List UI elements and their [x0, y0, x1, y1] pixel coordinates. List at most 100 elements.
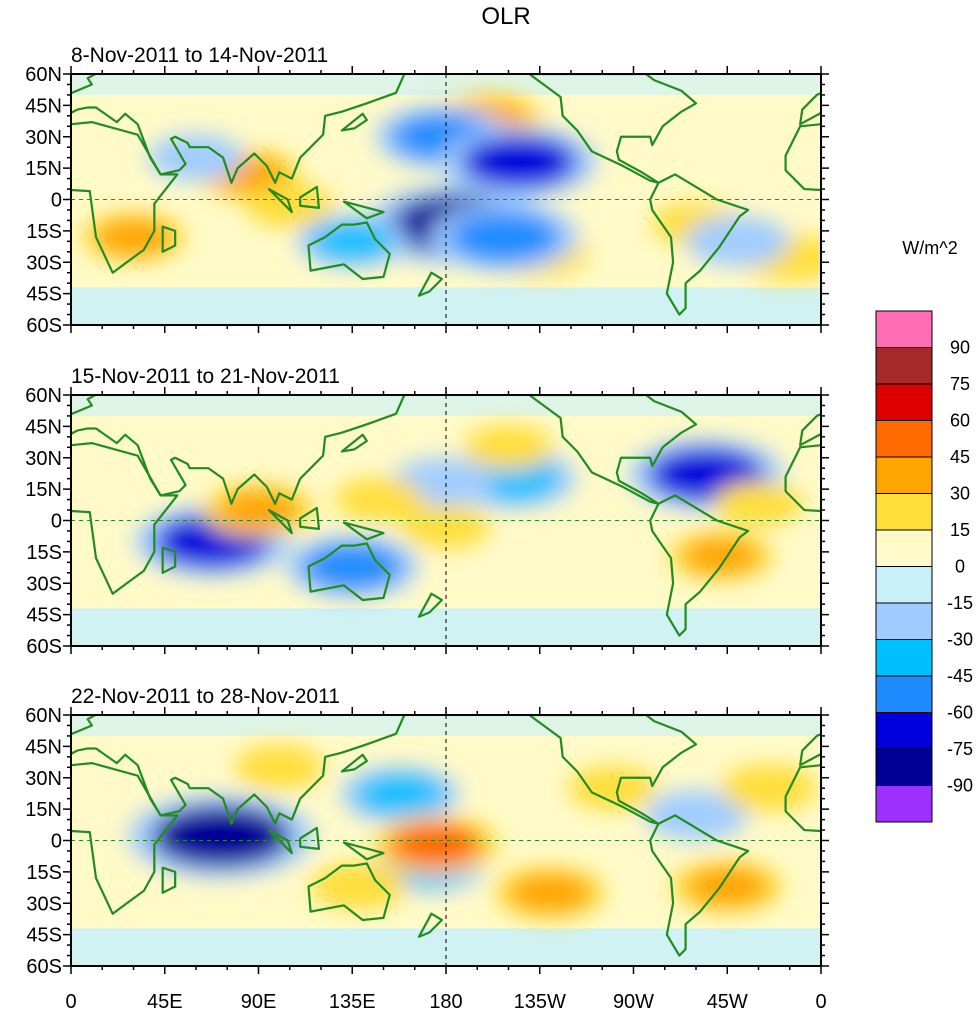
x-tick-label-5: 180: [429, 991, 462, 1013]
panel-1-landmass-11: [417, 271, 443, 297]
panel-2-landmass-1: [784, 444, 821, 513]
colorbar-label-6: 15: [950, 520, 970, 540]
panel-3-landmass-9: [913, 868, 926, 893]
panel-1-y-tick-label-9: 60S: [26, 315, 62, 337]
panel-1-y-tick-label-2: 45N: [25, 95, 62, 117]
panel-1-anomaly-13: [699, 222, 777, 260]
panel-2-y-tick-label-9: 60S: [26, 636, 62, 658]
colorbar-swatch-2: [875, 347, 933, 385]
panel-1-landmass-2: [799, 91, 821, 126]
panel-3-anomaly-9: [733, 770, 805, 806]
panel-2-landmass-10: [340, 433, 368, 453]
colorbar-label-1: 90: [950, 338, 970, 358]
panel-2-landmass-5: [299, 506, 321, 530]
colorbar-label-11: -60: [947, 703, 973, 723]
panel-3-anomaly-10: [579, 771, 646, 805]
panel-2-anomaly-11: [725, 487, 792, 521]
panel-2-landmass-7: [528, 395, 698, 505]
panel-2: 15-Nov-2011 to 21-Nov-2011 60N 45N 30N 15N 0…: [25, 365, 829, 658]
panel-1-landmass-6: [342, 200, 385, 220]
panel-1-anomaly-1: [95, 218, 172, 256]
panel-1-landmass-8: [649, 173, 750, 316]
panel-2-y-tick-label-2: 45N: [25, 416, 62, 438]
colorbar-label-7: 0: [955, 557, 965, 577]
panel-3-anomaly-4: [657, 796, 735, 835]
panel-3-y-tick-label-3: 30N: [25, 768, 62, 790]
x-tick-label-1: 0: [65, 991, 76, 1013]
colorbar-units: W/m^2: [902, 238, 957, 258]
panel-3-y-tick-label-5: 0: [51, 831, 62, 853]
panel-2-landmass-11: [417, 592, 443, 618]
colorbar-swatch-1: [875, 310, 933, 348]
panel-3-anomaly-3: [356, 773, 445, 816]
panel-2-y-tick-label-4: 15N: [25, 479, 62, 501]
colorbar-swatch-13: [875, 748, 933, 786]
x-tick-label-3: 90E: [241, 991, 277, 1013]
panel-3-anomaly-1: [152, 805, 290, 868]
panel-1-anomaly-11: [461, 135, 577, 189]
panel-3-landmass-10: [340, 753, 368, 773]
panel-2-y-tick-label-7: 30S: [26, 573, 62, 595]
panel-2-axes: 60N 45N 30N 15N 0 15S 30S 45S 60S: [25, 385, 829, 658]
colorbar-swatch-4: [875, 420, 933, 458]
panel-1-anomaly-12: [311, 221, 394, 262]
panel-3-y-tick-label-8: 45S: [26, 925, 62, 947]
panel-2-y-tick-label-3: 30N: [25, 448, 62, 470]
panel-3-landmass-9: [161, 866, 177, 894]
panel-2-y-tick-label-1: 60N: [25, 385, 62, 407]
panel-1-landmass-1: [784, 123, 821, 192]
colorbar-label-9: -30: [947, 630, 973, 650]
panel-2-landmass-3: [307, 542, 391, 602]
x-tick-label-7: 90W: [613, 991, 654, 1013]
x-tick-label-9: 0: [815, 991, 826, 1013]
panel-1-landmass-1: [71, 121, 179, 274]
colorbar-swatch-11: [875, 675, 933, 713]
panel-3-landmass-5: [299, 826, 321, 850]
colorbar-swatch-5: [875, 456, 933, 494]
panel-1-landmass-9: [161, 225, 177, 253]
x-tick-label-4: 135E: [329, 991, 376, 1013]
panel-3-y-tick-label-7: 30S: [26, 893, 62, 915]
panel-3: 22-Nov-2011 to 28-Nov-2011 60N 45N 30N 15N 0…: [25, 685, 926, 978]
panel-1-y-tick-label-8: 45S: [26, 284, 62, 306]
colorbar-label-12: -75: [947, 739, 973, 759]
panel-2-landmass-4: [267, 508, 293, 535]
x-tick-label-2: 45E: [147, 991, 183, 1013]
panel-3-landmass-8: [649, 814, 750, 957]
panel-1-landmass-2: [71, 74, 416, 184]
panel-2-landmass-2: [71, 395, 416, 505]
panel-1-coastlines: [71, 74, 821, 316]
colorbar-label-2: 75: [950, 374, 970, 394]
panel-1-y-tick-label-5: 0: [51, 190, 62, 212]
panel-1-date-range: 8-Nov-2011 to 14-Nov-2011: [71, 44, 328, 67]
panel-3-landmass-4: [267, 828, 293, 855]
panel-1-landmass-7: [528, 74, 698, 184]
panel-2-coastlines: [71, 395, 821, 637]
colorbar-swatch-9: [875, 602, 933, 640]
colorbar-label-5: 30: [950, 484, 970, 504]
panel-3-landmass-2: [71, 715, 416, 825]
panel-1-landmass-10: [340, 112, 368, 132]
panel-3-y-tick-label-9: 60S: [26, 956, 62, 978]
panel-2-landmass-6: [342, 521, 385, 541]
panel-1-y-tick-label-6: 15S: [26, 221, 62, 243]
x-axis-tick-labels: 0 45E 90E 135E 180 135W 90W 45W 0: [65, 991, 826, 1013]
colorbar-swatch-12: [875, 712, 933, 750]
panel-3-landmass-11: [417, 912, 443, 938]
colorbar-swatch-14: [875, 785, 933, 823]
panel-1-landmass-5: [299, 185, 321, 209]
panel-1-landmass-4: [267, 187, 293, 214]
panel-1-anomaly-9: [449, 211, 560, 263]
panel-3-y-tick-label-4: 15N: [25, 799, 62, 821]
panel-2-y-tick-label-6: 15S: [26, 542, 62, 564]
panel-2-anomaly-9: [682, 537, 760, 575]
colorbar-label-3: 60: [950, 411, 970, 431]
colorbar-label-4: 45: [950, 447, 970, 467]
panel-2-landmass-8: [649, 494, 750, 637]
panel-2-anomaly-10: [346, 483, 413, 516]
panel-3-anomaly-8: [322, 869, 395, 905]
panel-1-y-tick-label-1: 60N: [25, 64, 62, 86]
panel-1-anomaly-14: [160, 140, 232, 176]
panel-2-anomaly-5: [403, 464, 481, 502]
